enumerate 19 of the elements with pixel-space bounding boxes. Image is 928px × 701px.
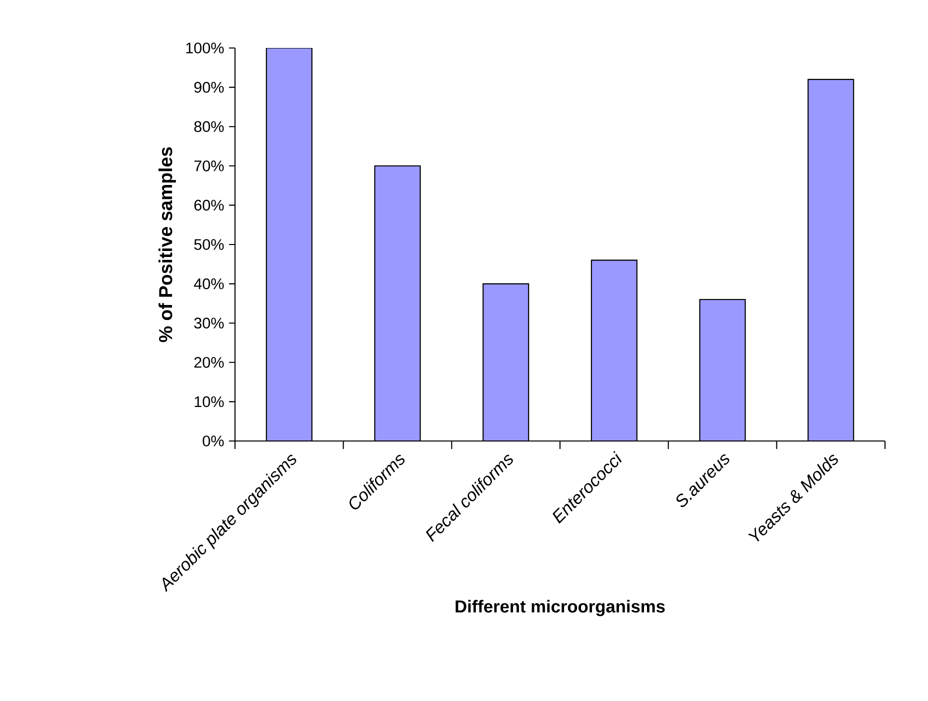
y-tick-label: 60% <box>194 200 224 211</box>
bar <box>483 284 529 441</box>
y-tick-label: 30% <box>194 318 224 329</box>
y-tick-label: 100% <box>186 42 224 54</box>
bar <box>591 260 637 441</box>
y-tick-label: 50% <box>194 239 224 250</box>
bar <box>266 48 312 441</box>
y-tick-label: 10% <box>194 396 224 408</box>
x-axis-title: Different microorganisms <box>456 600 665 616</box>
y-tick-label: 20% <box>194 356 224 368</box>
y-tick-label: 0% <box>202 436 224 446</box>
bar <box>808 78 854 441</box>
y-tick-label: 90% <box>194 82 224 93</box>
y-tick-label: 80% <box>194 121 224 132</box>
y-tick-label: 70% <box>194 160 224 172</box>
bar <box>700 300 746 441</box>
bar <box>374 166 420 441</box>
y-axis-title: % of Positive samples <box>158 147 176 342</box>
y-tick-label: 40% <box>194 278 224 290</box>
